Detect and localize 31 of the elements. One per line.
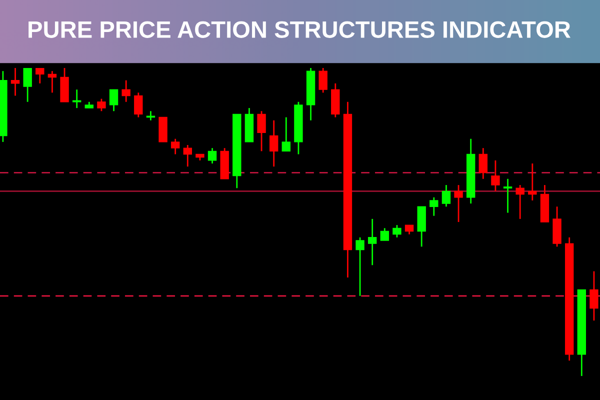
candlestick xyxy=(454,184,463,223)
candlestick xyxy=(404,224,414,236)
candlestick xyxy=(269,120,278,168)
candlestick xyxy=(109,88,118,112)
candlestick xyxy=(134,92,143,118)
candlestick xyxy=(36,68,44,84)
candlestick xyxy=(318,68,328,94)
candlestick xyxy=(208,147,217,164)
candlestick xyxy=(170,138,180,155)
candlestick xyxy=(442,184,451,208)
candlestick xyxy=(10,68,20,96)
candlestick xyxy=(122,80,130,103)
candlestick xyxy=(491,160,500,192)
candlestick xyxy=(478,147,488,180)
candlestick xyxy=(257,110,266,152)
candlestick xyxy=(590,270,598,322)
candlestick xyxy=(380,227,389,242)
candlestick xyxy=(392,224,402,238)
candlestick xyxy=(503,178,512,214)
candlestick xyxy=(48,70,57,94)
candlestick xyxy=(282,116,290,152)
candlestick xyxy=(516,184,524,220)
candlestick xyxy=(528,162,537,202)
candlestick xyxy=(146,110,156,122)
candlestick xyxy=(183,144,192,168)
candlestick xyxy=(430,196,438,217)
chart-title: PURE PRICE ACTION STRUCTURES INDICATOR xyxy=(28,21,570,38)
candlestick xyxy=(97,98,106,112)
candlestick xyxy=(356,236,364,297)
candlestick xyxy=(368,218,377,266)
candlestick xyxy=(23,68,32,103)
